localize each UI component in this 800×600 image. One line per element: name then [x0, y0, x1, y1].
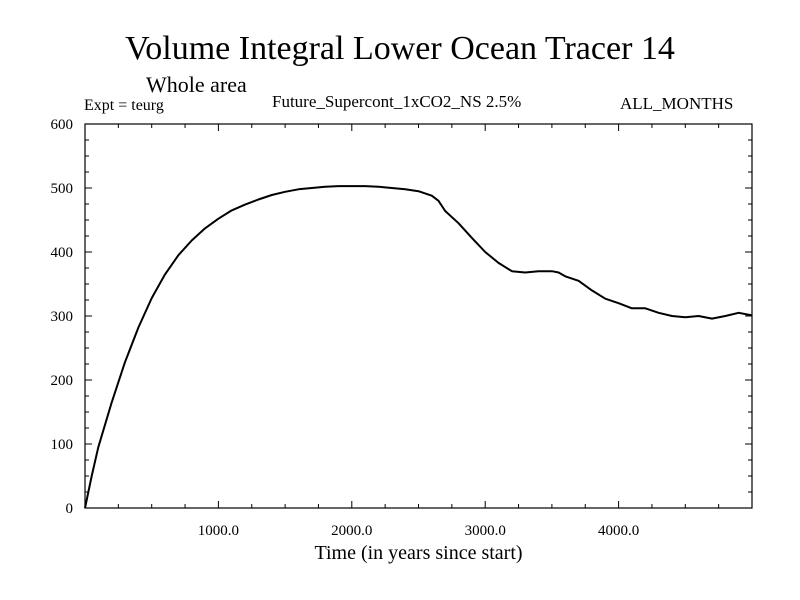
x-tick-label: 1000.0 [198, 523, 239, 539]
y-tick-label: 400 [51, 245, 74, 261]
x-tick-label: 2000.0 [331, 523, 372, 539]
y-tick-label: 0 [66, 501, 74, 517]
series-line [84, 185, 753, 509]
y-tick-label: 300 [51, 309, 74, 325]
x-tick-label: 3000.0 [465, 523, 506, 539]
chart-subtitle: Whole area [146, 72, 247, 97]
y-tick-label: 600 [51, 117, 74, 133]
y-tick-label: 200 [51, 373, 74, 389]
y-tick-label: 100 [51, 437, 74, 453]
plot-frame [84, 123, 753, 509]
x-tick-label: 4000.0 [598, 523, 639, 539]
experiment-label: Expt = teurg [84, 97, 164, 114]
chart-title: Volume Integral Lower Ocean Tracer 14 [125, 30, 675, 67]
y-tick-label: 500 [51, 181, 74, 197]
x-axis-label: Time (in years since start) [314, 542, 522, 564]
experiment-name: Future_Supercont_1xCO2_NS 2.5% [272, 92, 522, 111]
months-label: ALL_MONTHS [620, 94, 734, 113]
